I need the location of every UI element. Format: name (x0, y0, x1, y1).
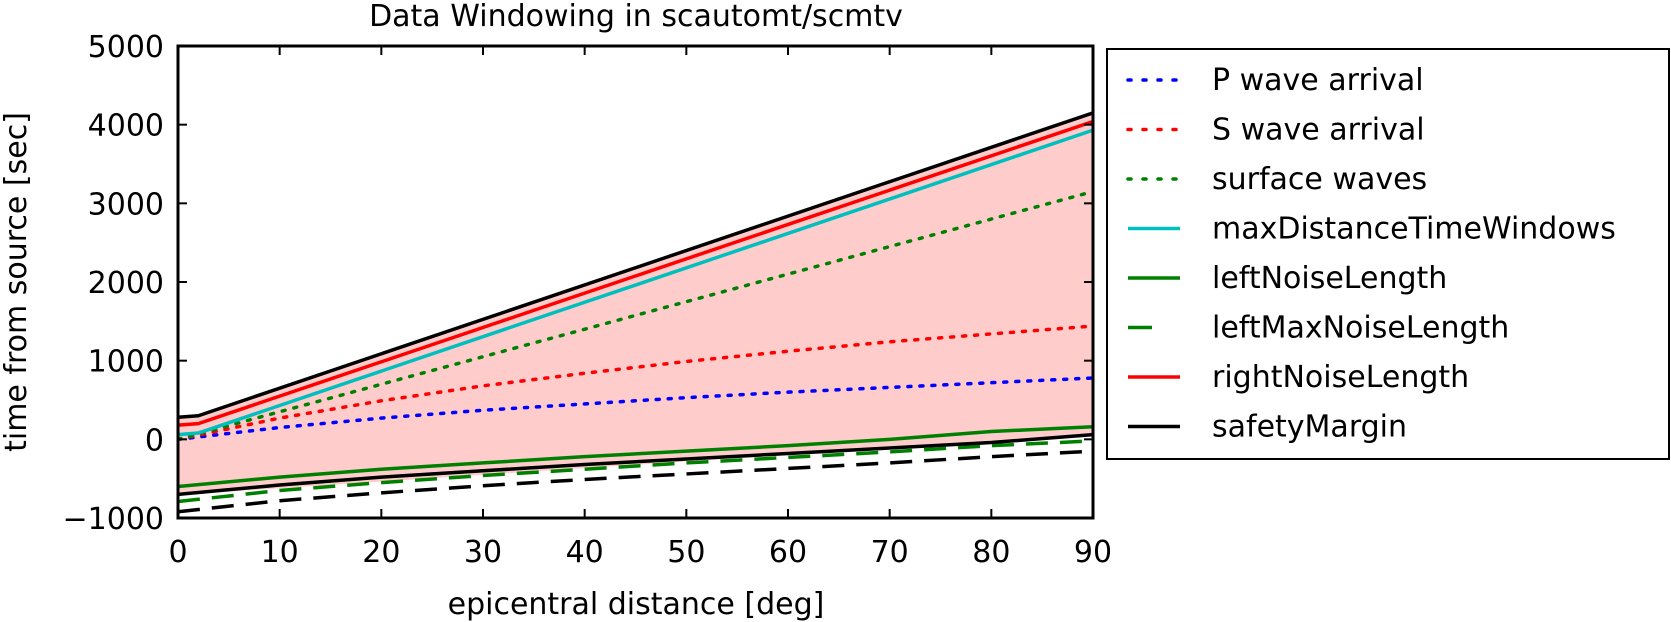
series-line-leftnoiselength (178, 424, 1093, 489)
plot-area (178, 111, 1093, 514)
y-tick-label: 2000 (88, 266, 164, 301)
series-line-s-wave-arrival (178, 324, 1093, 442)
legend-label-rightnoiselength: rightNoiseLength (1212, 360, 1469, 395)
series-line-surface-waves (178, 189, 1093, 442)
x-tick-label: 0 (168, 535, 187, 570)
x-tick-label: 20 (362, 535, 400, 570)
x-tick-label: 10 (261, 535, 299, 570)
chart-title: Data Windowing in scautomt/scmtv (369, 0, 903, 34)
y-axis-ticks: −1000 0 1000 2000 3000 4000 5000 (63, 30, 1093, 537)
legend-label-s-wave-arrival: S wave arrival (1212, 113, 1425, 148)
legend-label-leftnoiselength: leftNoiseLength (1212, 261, 1447, 296)
legend-label-maxdistancetimewindows: maxDistanceTimeWindows (1212, 212, 1616, 247)
legend-label-p-wave-arrival: P wave arrival (1212, 63, 1424, 98)
legend-label-leftmaxnoiselength: leftMaxNoiseLength (1212, 311, 1509, 346)
y-tick-label: 4000 (88, 109, 164, 144)
series-layer (178, 111, 1093, 514)
series-line-p-wave-arrival (178, 376, 1093, 442)
y-axis-label: time from source [sec] (0, 112, 34, 452)
y-tick-label: −1000 (63, 502, 164, 537)
x-tick-label: 50 (667, 535, 705, 570)
x-tick-label: 40 (566, 535, 604, 570)
x-tick-label: 70 (871, 535, 909, 570)
series-line-safetymargin-max (178, 449, 1093, 514)
x-tick-label: 80 (972, 535, 1010, 570)
x-tick-label: 30 (464, 535, 502, 570)
legend-items: P wave arrival S wave arrival surface wave… (1126, 63, 1616, 445)
legend-label-safetymargin: safetyMargin (1212, 410, 1407, 445)
noise-window-fill (178, 112, 1093, 496)
legend-box (1106, 48, 1670, 460)
series-line-maxdistancetimewindows (178, 128, 1093, 437)
series-line-leftmaxnoiselength (178, 439, 1093, 504)
series-line-rightnoiselength (178, 119, 1093, 427)
x-axis-ticks: 0 10 20 30 40 50 60 70 80 90 (168, 46, 1112, 570)
y-tick-label: 5000 (88, 30, 164, 65)
series-line-safetymargin-lower (178, 432, 1093, 497)
series-line-safetymargin (178, 111, 1093, 420)
y-tick-label: 3000 (88, 187, 164, 222)
x-tick-label: 60 (769, 535, 807, 570)
legend: P wave arrival S wave arrival surface wave… (1106, 48, 1670, 460)
legend-label-surface-waves: surface waves (1212, 162, 1427, 197)
y-tick-label: 1000 (88, 345, 164, 380)
y-tick-label: 0 (145, 423, 164, 458)
x-tick-label: 90 (1074, 535, 1112, 570)
x-axis-label: epicentral distance [deg] (448, 587, 825, 622)
